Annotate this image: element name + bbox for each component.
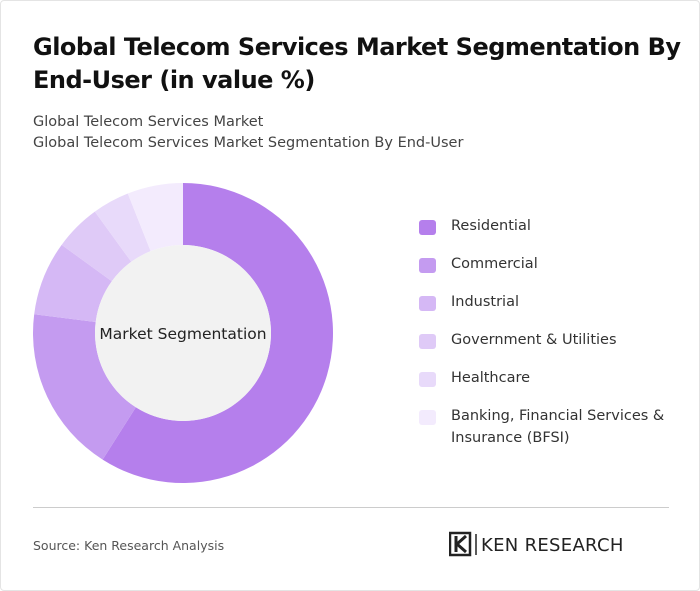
legend-swatch	[419, 410, 436, 425]
legend-swatch	[419, 220, 436, 235]
legend-label: Residential	[451, 218, 531, 234]
legend-item: Healthcare	[419, 367, 669, 389]
donut-hole	[95, 245, 271, 421]
logo-icon	[454, 534, 467, 554]
legend-label: Industrial	[451, 294, 520, 310]
legend-item: Residential	[419, 215, 669, 237]
donut-segment	[127, 183, 183, 252]
legend-label: Banking, Financial Services & Insurance …	[451, 408, 665, 446]
logo-text: KEN RESEARCH	[481, 535, 624, 556]
donut-chart: Market Segmentation	[32, 183, 333, 483]
center-label: Market Segmentation	[99, 325, 266, 343]
legend-swatch	[419, 258, 436, 273]
legend-item: Industrial	[419, 291, 669, 313]
legend-swatch	[419, 372, 436, 387]
legend-label: Healthcare	[451, 370, 531, 386]
divider	[33, 507, 669, 508]
donut-segment	[34, 244, 112, 322]
legend: Residential Commercial Industrial Governmen…	[419, 215, 669, 465]
donut-segment	[94, 193, 151, 262]
subtitle: Global Telecom Services Market	[33, 114, 264, 130]
legend-item: Banking, Financial Services & Insurance …	[419, 405, 669, 449]
legend-swatch	[419, 334, 436, 349]
source: Source: Ken Research Analysis	[33, 538, 225, 553]
logo: KEN RESEARCH	[449, 531, 624, 557]
legend-item: Government & Utilities	[419, 329, 669, 351]
donut-segment	[102, 183, 333, 483]
legend-item: Commercial	[419, 253, 669, 275]
logo-icon	[449, 531, 472, 557]
title: Global Telecom Services Market Segmentat…	[33, 33, 681, 94]
legend-label: Government & Utilities	[451, 332, 617, 348]
legend-swatch	[419, 296, 436, 311]
donut-segment	[32, 314, 136, 460]
donut-segment	[61, 211, 132, 282]
legend-label: Commercial	[451, 256, 538, 272]
subtitle: Global Telecom Services Market Segmentat…	[33, 135, 464, 151]
